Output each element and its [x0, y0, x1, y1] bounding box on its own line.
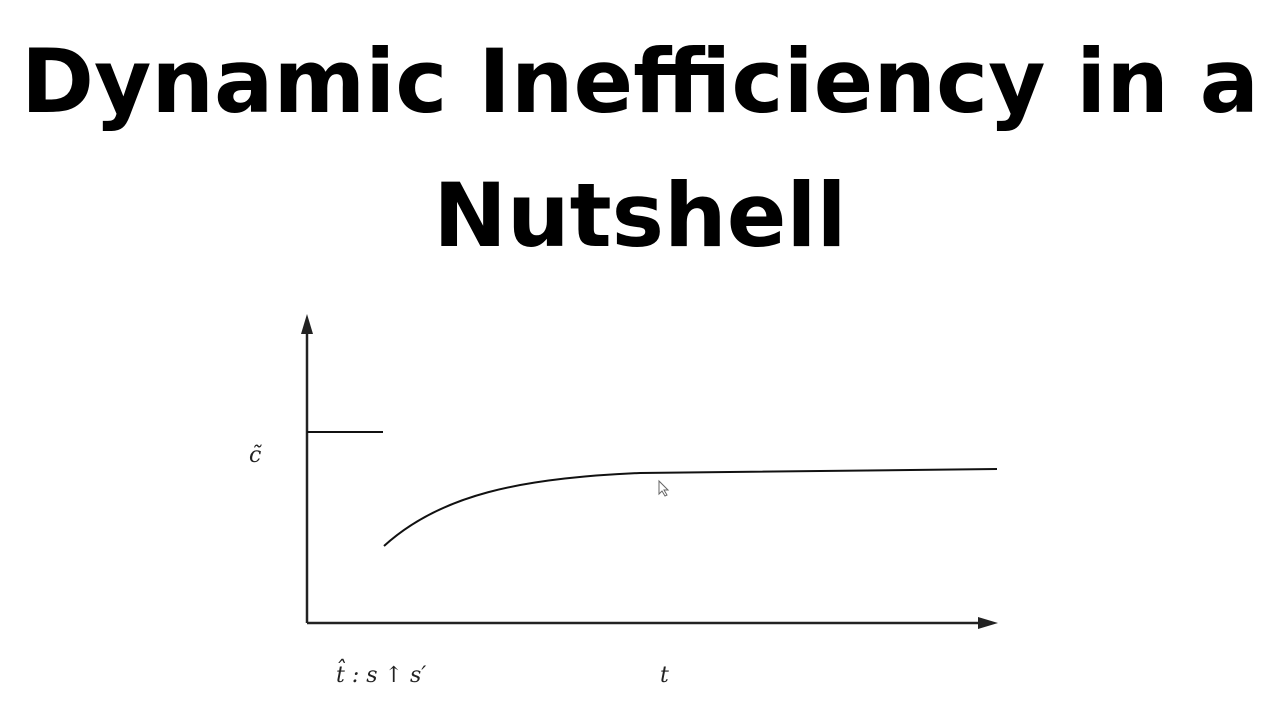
title-line-1: Dynamic Inefficiency in a: [21, 30, 1259, 133]
y-axis-label: c̃: [249, 443, 262, 468]
consumption-path-curve: [383, 468, 998, 547]
x-axis-arrow: [978, 617, 998, 629]
event-label: t̂ : s ↑ s′: [336, 659, 426, 688]
title-line-2: Nutshell: [433, 164, 847, 267]
x-axis-label: t: [660, 663, 669, 688]
y-axis-arrow: [301, 314, 313, 334]
mouse-cursor-icon: [658, 479, 670, 497]
